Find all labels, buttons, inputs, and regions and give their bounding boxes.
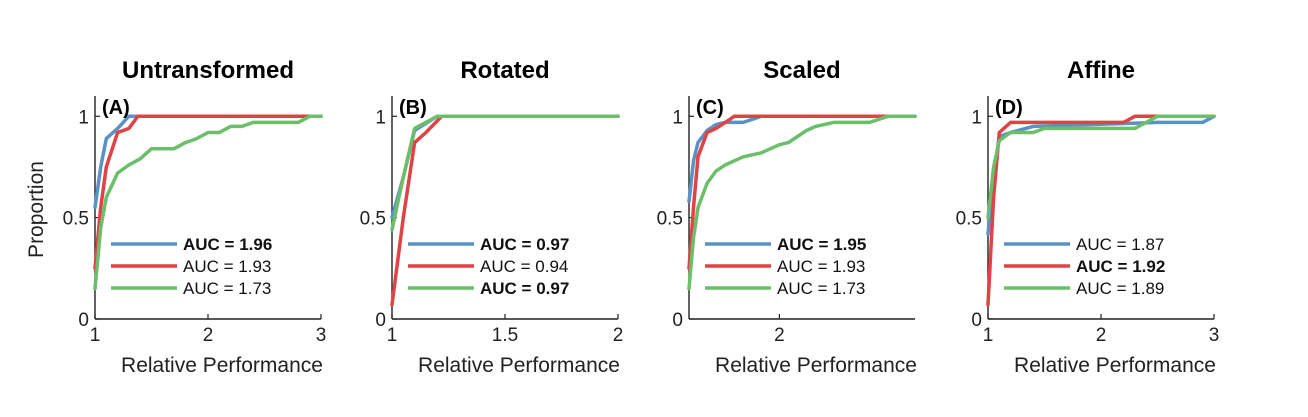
panel-title: Rotated (460, 57, 549, 84)
legend-entry: AUC = 1.93 (777, 257, 865, 276)
y-tick-label: 0 (672, 310, 683, 331)
y-axis-label: Proportion (25, 161, 48, 258)
y-tick-label: 0.5 (956, 209, 982, 230)
x-tick-label: 2 (1096, 325, 1107, 346)
panel-4: Affine 0 0.5 1 1 2 3 Relative Performance (D) AUC… (956, 57, 1220, 377)
panel-title: Scaled (763, 57, 840, 84)
y-tick-label: 1 (672, 107, 683, 128)
x-tick-label: 2 (613, 325, 624, 346)
legend-entry: AUC = 1.73 (777, 279, 865, 298)
y-tick-label: 0.5 (657, 209, 683, 230)
series-line-green (687, 114, 917, 291)
legend-entry: AUC = 0.94 (480, 257, 568, 276)
x-tick-label: 3 (316, 325, 327, 346)
panel-title: Affine (1067, 57, 1135, 84)
panel-title: Untransformed (122, 57, 294, 84)
x-axis-label: Relative Performance (715, 354, 917, 377)
y-tick-label: 0 (78, 310, 89, 331)
panel-label: (C) (696, 97, 724, 119)
legend: AUC = 1.95 AUC = 1.93 AUC = 1.73 (705, 235, 866, 298)
panel-2: Rotated 0 0.5 1 1 1.5 2 Relative Performance (B)… (360, 57, 624, 377)
panel-label: (B) (399, 97, 427, 119)
panel-3: Scaled 0 0.5 1 2 Relative Performance (C) AUC =… (657, 57, 917, 377)
panel-label: (D) (995, 97, 1023, 119)
legend-entry: AUC = 1.93 (183, 257, 271, 276)
legend-entry: AUC = 0.97 (480, 235, 569, 254)
series-line-red (986, 114, 1216, 307)
x-tick-label: 1 (90, 325, 101, 346)
panel-1: Untransformed 0 0.5 1 1 2 3 Relative Performanc… (25, 57, 326, 377)
panel-label: (A) (102, 97, 130, 119)
series-line-red (687, 114, 917, 271)
legend-entry: AUC = 1.89 (1076, 279, 1164, 298)
series-line-blue (687, 114, 917, 204)
x-tick-label: 2 (774, 325, 785, 346)
series-line-green (93, 114, 323, 291)
x-axis-label: Relative Performance (418, 354, 620, 377)
legend-entry: AUC = 1.92 (1076, 257, 1165, 276)
y-tick-label: 0.5 (360, 209, 386, 230)
series-line-green (986, 114, 1216, 220)
x-tick-label: 3 (1209, 325, 1220, 346)
y-tick-label: 0 (375, 310, 386, 331)
y-tick-label: 0 (971, 310, 982, 331)
x-tick-label: 2 (203, 325, 214, 346)
y-tick-label: 1 (375, 107, 386, 128)
legend-entry: AUC = 1.87 (1076, 235, 1164, 254)
legend-entry: AUC = 1.73 (183, 279, 271, 298)
x-axis-label: Relative Performance (121, 354, 323, 377)
legend-entry: AUC = 1.96 (183, 235, 272, 254)
x-tick-label: 1 (983, 325, 994, 346)
series-line-green (390, 114, 620, 232)
legend: AUC = 1.96 AUC = 1.93 AUC = 1.73 (111, 235, 272, 298)
y-tick-label: 1 (78, 107, 89, 128)
legend: AUC = 0.97 AUC = 0.94 AUC = 0.97 (408, 235, 569, 298)
series-line-red (93, 114, 323, 271)
x-tick-label: 1.5 (492, 325, 518, 346)
y-tick-label: 0.5 (63, 209, 89, 230)
x-tick-label: 1 (387, 325, 398, 346)
series-line-red (390, 114, 620, 307)
y-tick-label: 1 (971, 107, 982, 128)
legend: AUC = 1.87 AUC = 1.92 AUC = 1.89 (1004, 235, 1165, 298)
x-axis-label: Relative Performance (1014, 354, 1216, 377)
legend-entry: AUC = 1.95 (777, 235, 866, 254)
legend-entry: AUC = 0.97 (480, 279, 569, 298)
